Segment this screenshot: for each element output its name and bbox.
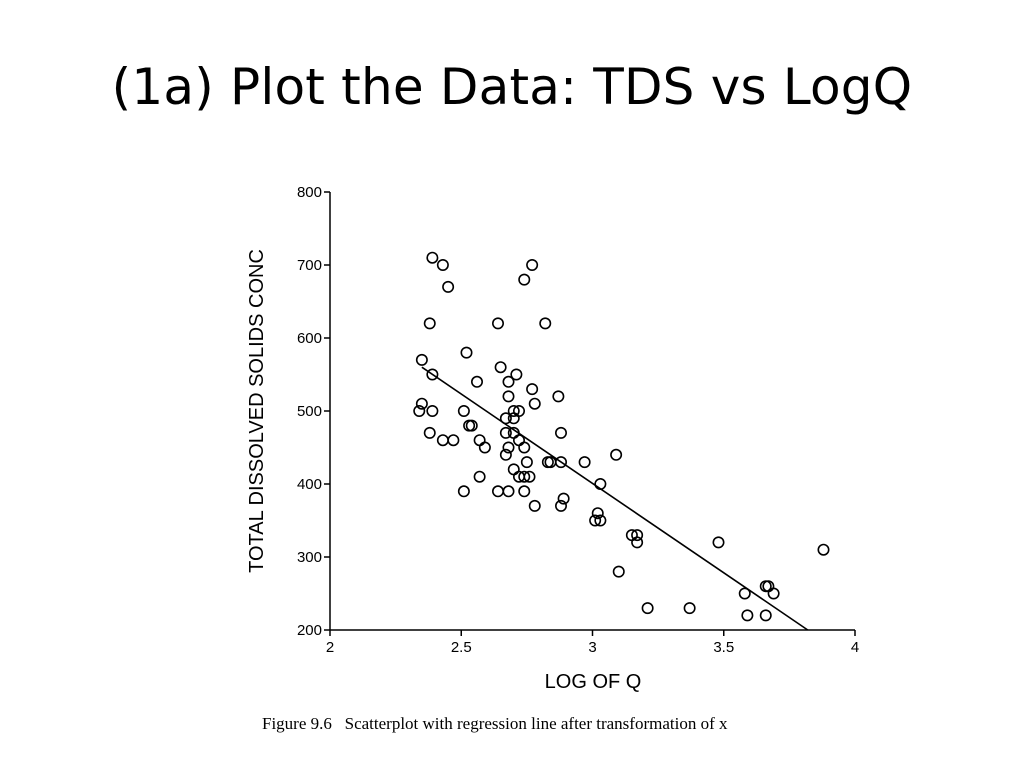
data-point [554,499,567,512]
data-point [423,426,436,439]
x-ticks: 2 2.5 3 3.5 4 [326,630,859,656]
data-point [499,448,512,461]
data-point [494,361,507,374]
x-tick-label: 3 [588,639,596,656]
data-point [457,485,470,498]
data-point [554,456,567,469]
data-point [491,317,504,330]
data-point [473,434,486,447]
figure-caption: Figure 9.6 Scatterplot with regression l… [262,714,728,733]
data-point [526,258,539,271]
data-point [741,609,754,622]
y-axis-title: TOTAL DISSOLVED SOLIDS CONC [246,249,268,573]
data-point [512,434,525,447]
data-point [502,375,515,388]
data-point [539,317,552,330]
data-point [759,609,772,622]
data-point [641,602,654,615]
data-point [491,485,504,498]
data-point [470,375,483,388]
x-tick-label: 4 [851,639,859,656]
data-point [415,353,428,366]
data-point [426,368,439,381]
data-point [510,368,523,381]
data-point [413,404,426,417]
data-point [473,470,486,483]
regression-line [421,366,809,631]
data-point [442,280,455,293]
y-tick-label: 300 [297,549,322,566]
data-point [594,477,607,490]
y-tick-label: 600 [297,330,322,347]
data-point [552,390,565,403]
data-point [631,529,644,542]
data-point [528,397,541,410]
data-point [526,383,539,396]
data-point [712,536,725,549]
x-tick-label: 3.5 [713,639,734,656]
data-point [612,565,625,578]
data-point [589,514,602,527]
data-point [528,499,541,512]
data-point [502,390,515,403]
data-point [507,412,520,425]
data-point [436,258,449,271]
data-point [518,273,531,286]
data-point [523,470,536,483]
data-point [502,441,515,454]
data-point [436,434,449,447]
data-point [502,485,515,498]
chart-axes [329,192,855,631]
data-point [557,492,570,505]
data-point [683,602,696,615]
data-point [426,251,439,264]
data-point [518,485,531,498]
data-point [594,514,607,527]
data-point [817,543,830,556]
x-tick-label: 2.5 [451,639,472,656]
y-tick-label: 400 [297,476,322,493]
data-point [465,419,478,432]
x-tick-label: 2 [326,639,334,656]
data-point [507,463,520,476]
y-tick-label: 700 [297,257,322,274]
data-point [507,404,520,417]
x-axis-title: LOG OF Q [545,671,642,693]
data-point [415,397,428,410]
data-point [426,404,439,417]
data-point [457,404,470,417]
data-point [610,448,623,461]
data-point [518,470,531,483]
data-points [413,251,830,622]
data-point [499,426,512,439]
data-point [478,441,491,454]
y-tick-label: 200 [297,622,322,639]
y-ticks: 200 300 400 500 600 700 800 [297,184,330,639]
data-point [591,507,604,520]
y-tick-label: 800 [297,184,322,201]
data-point [578,456,591,469]
data-point [499,412,512,425]
data-point [520,456,533,469]
data-point [518,441,531,454]
data-point [738,587,751,600]
data-point [767,587,780,600]
slide-title: (1a) Plot the Data: TDS vs LogQ [111,58,913,116]
data-point [554,426,567,439]
y-tick-label: 500 [297,403,322,420]
data-point [631,536,644,549]
data-point [447,434,460,447]
data-point [460,346,473,359]
data-point [423,317,436,330]
